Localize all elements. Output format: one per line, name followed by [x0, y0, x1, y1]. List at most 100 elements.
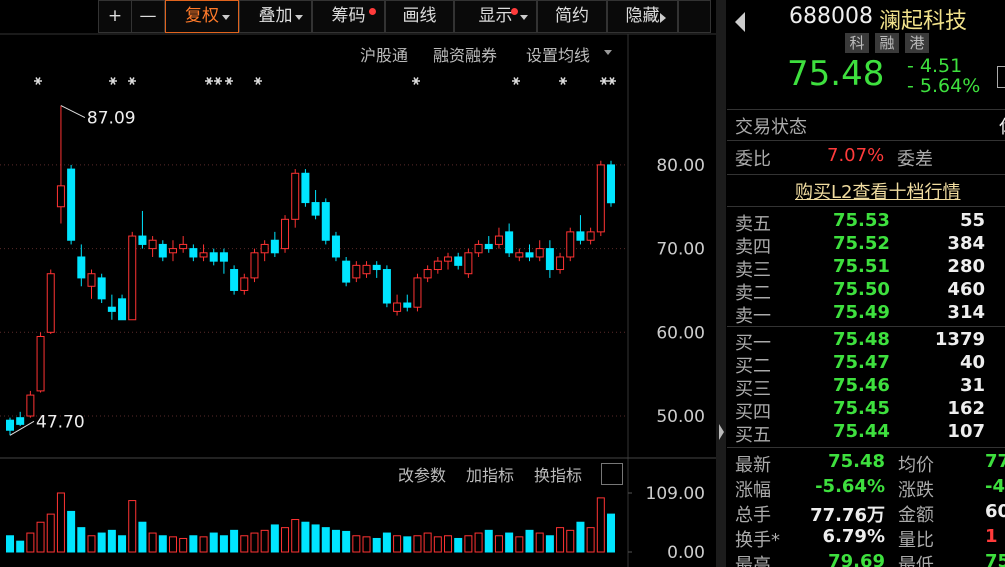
candle-body — [128, 235, 137, 321]
close-button[interactable] — [601, 463, 623, 485]
candle-body — [179, 243, 188, 250]
event-marker — [560, 77, 566, 85]
volume-bar — [26, 532, 35, 553]
diff-label: 委差 — [897, 149, 933, 170]
candle-body — [352, 264, 361, 279]
candle-body — [474, 243, 483, 254]
annotation-arrow — [9, 420, 35, 436]
volume-bar — [97, 532, 106, 553]
candle-body — [199, 252, 208, 258]
volume-bar — [56, 492, 65, 553]
book-volume: 314 — [947, 302, 985, 323]
stat-value: 75.48 — [828, 451, 885, 472]
candle-body — [454, 256, 463, 266]
candle-body — [250, 252, 259, 279]
book-volume: 460 — [947, 279, 985, 300]
volume-bar — [301, 521, 310, 553]
toolbar-button[interactable]: 显示 — [454, 0, 537, 33]
stat-value: -4 — [985, 476, 1005, 497]
indicator-button[interactable]: 加指标 — [466, 466, 515, 485]
volume-bar — [189, 535, 198, 553]
candle-body — [464, 252, 473, 275]
candle-body — [596, 164, 605, 233]
annotation-label: 47.70 — [36, 412, 85, 432]
dropdown-arrow — [604, 50, 612, 59]
separator — [727, 109, 1005, 110]
volume-bar — [311, 524, 320, 553]
book-price: 75.48 — [833, 329, 890, 350]
event-marker — [35, 77, 41, 85]
volume-bar — [331, 529, 340, 553]
candle-body — [525, 252, 534, 258]
toolbar-button[interactable]: 隐藏 — [607, 0, 678, 33]
volume-bar — [128, 500, 137, 553]
candle-body — [97, 277, 106, 300]
candle-body — [413, 277, 422, 308]
candle-body — [189, 248, 198, 258]
toolbar-button[interactable]: 简约 — [537, 0, 607, 33]
candle-body — [118, 298, 127, 321]
candle-body — [219, 252, 228, 262]
stat-value: 77 — [985, 451, 1005, 472]
volume-bar — [240, 535, 249, 553]
y-tick-label: 50.00 — [656, 407, 705, 427]
volume-bar — [433, 536, 442, 553]
book-label: 卖二 — [735, 283, 771, 304]
candle-body — [260, 243, 269, 254]
volume-bar — [168, 536, 177, 553]
red-dot — [369, 8, 376, 15]
volume-bar — [291, 519, 300, 553]
stat-label: 最高 — [735, 555, 771, 567]
candle-body — [291, 172, 300, 220]
volume-bar — [423, 532, 432, 553]
volume-bar — [586, 527, 595, 553]
volume-bar — [525, 529, 534, 553]
toolbar-button[interactable]: 画线 — [385, 0, 454, 33]
volume-bar — [454, 537, 463, 553]
book-label: 卖三 — [735, 260, 771, 281]
l2-link[interactable]: 购买L2查看十档行情 — [795, 182, 961, 203]
menu-item[interactable]: 沪股通 — [360, 46, 409, 65]
volume-bar — [372, 537, 381, 553]
menu-item[interactable]: 融资融券 — [433, 46, 498, 65]
volume-bar — [179, 537, 188, 553]
separator — [727, 447, 1005, 448]
candle-body — [403, 302, 412, 308]
candle-body — [586, 231, 595, 241]
stat-label: 均价 — [898, 455, 934, 476]
quote-panel: 688008 澜起科技 科融港 75.48 - 4.51 - 5.64% 交易状… — [727, 0, 1005, 567]
toggle[interactable] — [997, 66, 1005, 88]
toolbar-button[interactable]: 复权 — [165, 0, 239, 33]
candle-body — [494, 235, 503, 245]
fullscreen-button[interactable] — [678, 0, 711, 33]
book-label: 卖五 — [735, 214, 771, 235]
stat-value: 77.76万 — [810, 505, 885, 526]
toolbar-button[interactable]: — — [131, 0, 165, 33]
book-volume: 31 — [959, 375, 985, 396]
book-volume: 384 — [947, 233, 985, 254]
menu-item[interactable]: 设置均线 — [526, 46, 591, 65]
volume-bar — [67, 510, 76, 553]
volume-bar — [270, 524, 279, 553]
indicator-button[interactable]: 换指标 — [534, 466, 583, 485]
book-price: 75.45 — [833, 398, 890, 419]
tag: 港 — [905, 33, 929, 53]
toolbar-button[interactable]: 筹码 — [312, 0, 385, 33]
toolbar-button[interactable]: + — [98, 0, 132, 33]
indicator-button[interactable]: 改参数 — [398, 466, 447, 485]
stat-label: 最低 — [898, 555, 934, 567]
change-percent: - 5.64% — [907, 75, 981, 97]
dropdown-arrow — [295, 15, 303, 24]
back-arrow[interactable] — [735, 12, 747, 32]
toolbar-button[interactable]: 叠加 — [239, 0, 312, 33]
candle-body — [556, 256, 565, 271]
status-value: 休 — [999, 113, 1005, 139]
volume-bar — [362, 536, 371, 553]
volume-bar — [281, 527, 290, 553]
event-marker — [206, 77, 212, 85]
volume-bar — [46, 513, 55, 553]
volume-bar — [138, 521, 147, 553]
book-price: 75.47 — [833, 352, 890, 373]
volume-bar — [199, 536, 208, 553]
book-price: 75.44 — [833, 421, 890, 442]
